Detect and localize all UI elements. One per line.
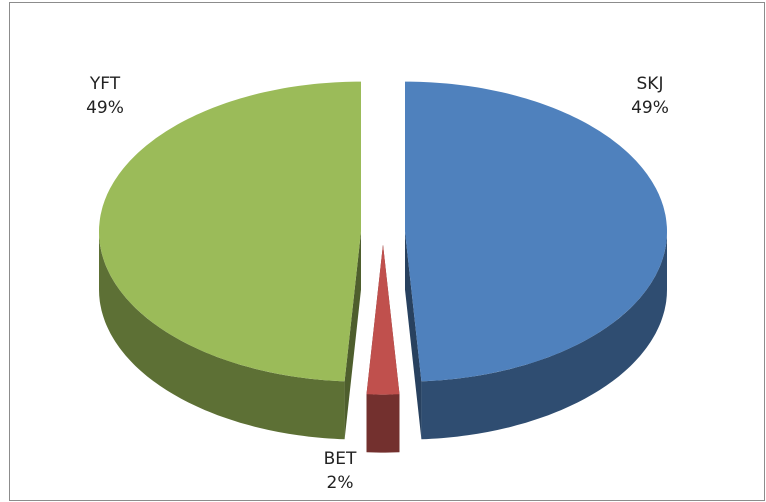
slice-label-name: SKJ: [637, 74, 664, 94]
slice-label-value: 49%: [631, 98, 669, 118]
slice-side-wall: [405, 231, 422, 440]
slice: [99, 81, 361, 382]
slice-label-value: 2%: [327, 473, 354, 493]
slice-outer-wall: [366, 394, 400, 453]
slice: [405, 81, 667, 382]
slice-side-wall: [344, 231, 361, 440]
slice: [366, 244, 400, 395]
slice-label-name: YFT: [89, 74, 121, 94]
slice-label-name: BET: [324, 449, 357, 469]
pie-tops: [99, 81, 667, 395]
slice-outer-wall: [99, 231, 345, 440]
slice-outer-wall: [421, 231, 667, 440]
pie-labels: SKJ 49% BET 2% YFT 49%: [86, 74, 669, 493]
slice-label-value: 49%: [86, 98, 124, 118]
